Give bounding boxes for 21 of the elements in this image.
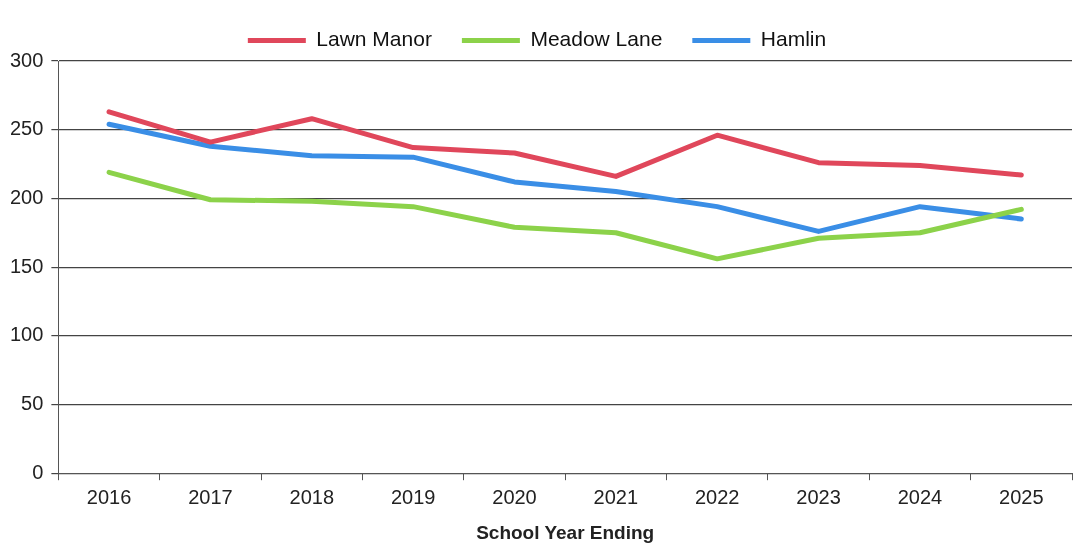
legend-label: Lawn Manor — [316, 27, 432, 51]
x-tick-label: 2018 — [289, 485, 335, 508]
y-tick-label: 150 — [9, 254, 44, 277]
y-tick-label: 50 — [21, 392, 44, 415]
legend-label: Meadow Lane — [530, 27, 663, 51]
y-tick-label: 300 — [9, 48, 44, 71]
x-tick-label: 2020 — [492, 485, 537, 508]
legend-label: Hamlin — [760, 27, 827, 51]
x-tick-label: 2017 — [188, 485, 233, 508]
x-tick-label: 2024 — [897, 485, 943, 508]
x-tick-label: 2022 — [694, 485, 740, 508]
x-tick-label: 2023 — [796, 485, 841, 508]
y-tick-label: 100 — [9, 323, 44, 346]
y-tick-label: 200 — [9, 185, 44, 208]
x-axis-title: School Year Ending — [476, 521, 655, 543]
y-tick-label: 250 — [9, 117, 44, 140]
x-tick-label: 2019 — [390, 485, 436, 508]
y-tick-label: 0 — [32, 460, 44, 483]
x-tick-label: 2016 — [86, 485, 132, 508]
x-tick-label: 2021 — [593, 485, 639, 508]
x-tick-label: 2025 — [999, 485, 1044, 508]
